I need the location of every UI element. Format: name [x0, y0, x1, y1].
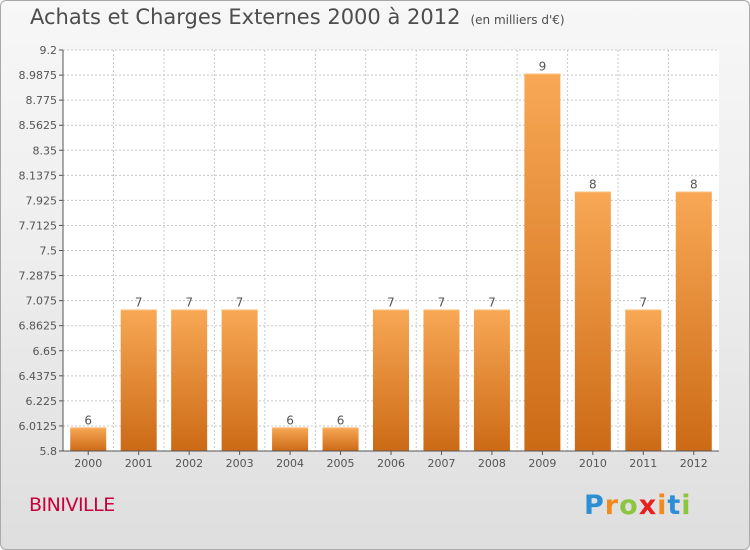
data-label: 9 [539, 60, 547, 74]
x-tick-label: 2000 [74, 457, 102, 470]
x-tick-label: 2007 [427, 457, 455, 470]
y-tick-label: 7.7125 [19, 219, 58, 232]
commune-label: BINIVILLE [29, 494, 115, 516]
data-label: 7 [236, 295, 244, 309]
bar-2004 [272, 427, 309, 451]
y-tick-label: 8.1375 [19, 169, 58, 182]
bar-2000 [70, 427, 107, 451]
data-label: 7 [639, 295, 647, 309]
x-tick-label: 2006 [377, 457, 405, 470]
y-tick-label: 7.075 [26, 295, 58, 308]
y-tick-label: 7.2875 [19, 270, 58, 283]
y-tick-label: 7.5 [40, 245, 58, 258]
proxiti-logo: Proxiti [584, 490, 692, 521]
y-tick-label: 7.925 [26, 194, 58, 207]
bar-2007 [423, 309, 460, 451]
y-tick-label: 8.35 [33, 144, 58, 157]
data-label: 8 [589, 178, 597, 192]
x-tick-label: 2009 [528, 457, 556, 470]
logo-letter: i [657, 490, 668, 521]
bar-2005 [322, 427, 359, 451]
bar-2011 [625, 309, 662, 451]
bar-2012 [675, 191, 712, 451]
chart-subtitle: (en milliers d'€) [470, 13, 565, 27]
chart-title-text: Achats et Charges Externes 2000 à 2012 [30, 5, 461, 29]
bar-2006 [373, 309, 409, 451]
x-tick-label: 2002 [175, 457, 203, 470]
x-tick-label: 2008 [478, 457, 506, 470]
data-label: 7 [438, 295, 446, 309]
y-tick-label: 6.225 [26, 395, 58, 408]
y-tick-label: 9.2 [40, 44, 58, 57]
bar-2003 [221, 309, 258, 451]
x-tick-label: 2004 [276, 457, 304, 470]
y-tick-label: 6.0125 [19, 420, 58, 433]
x-tick-label: 2003 [226, 457, 254, 470]
data-label: 6 [286, 413, 294, 427]
data-label: 7 [135, 295, 143, 309]
y-tick-label: 6.8625 [19, 320, 58, 333]
logo-letter: t [667, 490, 682, 521]
bar-2008 [473, 309, 510, 451]
bar-2002 [171, 309, 208, 451]
logo-letter: P [584, 490, 605, 521]
bar-2001 [120, 309, 157, 451]
x-tick-label: 2005 [327, 457, 355, 470]
y-tick-label: 6.65 [33, 345, 58, 358]
y-tick-label: 8.5625 [19, 119, 58, 132]
x-tick-label: 2001 [125, 457, 153, 470]
logo-letter: o [619, 490, 639, 521]
logo-letter: x [638, 490, 658, 521]
logo-letter: r [604, 490, 620, 521]
y-tick-label: 6.4375 [19, 370, 58, 383]
data-label: 6 [337, 413, 345, 427]
logo-letter: i [681, 490, 692, 521]
x-tick-label: 2010 [579, 457, 607, 470]
bar-2010 [574, 191, 611, 451]
chart-title: Achats et Charges Externes 2000 à 2012 (e… [30, 5, 565, 29]
y-tick-label: 8.9875 [19, 69, 58, 82]
x-tick-label: 2012 [680, 457, 708, 470]
bar-2009 [524, 73, 561, 452]
data-label: 8 [690, 178, 698, 192]
data-label: 6 [84, 413, 92, 427]
y-tick-label: 5.8 [40, 445, 58, 458]
data-label: 7 [185, 295, 193, 309]
x-tick-label: 2011 [629, 457, 657, 470]
data-label: 7 [488, 295, 496, 309]
data-label: 7 [387, 295, 395, 309]
y-tick-label: 8.775 [26, 94, 58, 107]
